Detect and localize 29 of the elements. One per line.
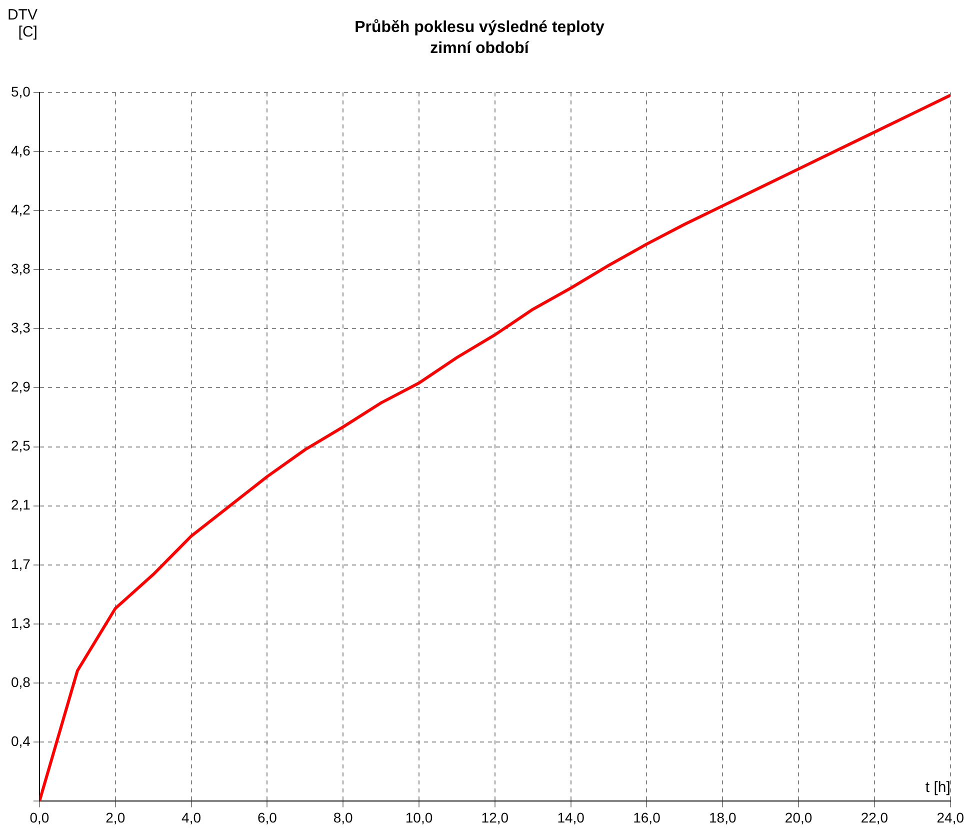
y-tick-label: 0,4 (10, 732, 31, 749)
chart-title: Průběh poklesu výsledné teploty (354, 19, 605, 36)
y-tick-label: 5,0 (10, 83, 31, 100)
x-tick-label: 22,0 (860, 809, 888, 826)
y-tick-label: 3,8 (10, 260, 31, 276)
x-tick-label: 16,0 (633, 809, 661, 826)
x-tick-label: 20,0 (784, 809, 812, 826)
x-tick-label: 0,0 (30, 809, 50, 826)
y-axis-title: DTV [C] (7, 6, 38, 41)
y-tick-label: 1,3 (10, 614, 31, 631)
x-tick-label: 10,0 (405, 809, 433, 826)
x-axis-title: t [h] (925, 778, 950, 796)
y-tick-label: 3,3 (10, 320, 31, 336)
x-tick-label: 18,0 (709, 809, 736, 826)
x-tick-label: 14,0 (557, 809, 585, 826)
x-tick-label: 6,0 (257, 809, 278, 826)
x-tick-label: 2,0 (106, 809, 126, 826)
y-tick-label: 1,7 (10, 556, 31, 572)
y-tick-label: 2,5 (10, 438, 31, 454)
y-tick-label: 2,9 (10, 378, 31, 395)
x-tick-label: 24,0 (936, 809, 964, 826)
x-tick-label: 8,0 (333, 809, 354, 826)
y-tick-label: 4,6 (10, 142, 31, 158)
y-tick-label: 4,2 (10, 201, 31, 218)
y-tick-label: 2,1 (10, 496, 31, 513)
chart-subtitle: zimní období (430, 40, 530, 58)
x-tick-label: 4,0 (182, 809, 202, 826)
y-tick-label: 0,8 (10, 674, 31, 690)
x-tick-label: 12,0 (481, 809, 509, 826)
